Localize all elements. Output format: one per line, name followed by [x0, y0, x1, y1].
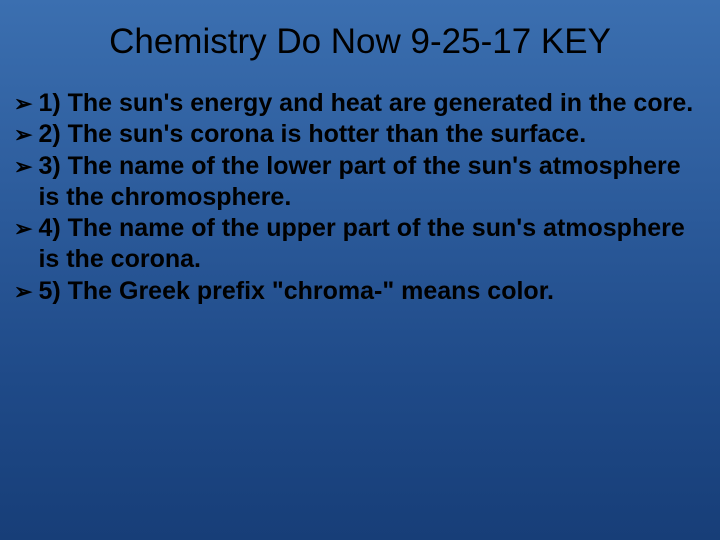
bullet-icon: ➢: [14, 278, 32, 306]
bullet-icon: ➢: [14, 153, 32, 181]
list-item-text: 4) The name of the upper part of the sun…: [38, 213, 700, 276]
slide-title: Chemistry Do Now 9-25-17 KEY: [0, 22, 720, 62]
bullet-icon: ➢: [14, 121, 32, 149]
slide-body: ➢ 1) The sun's energy and heat are gener…: [14, 88, 700, 307]
bullet-icon: ➢: [14, 90, 32, 118]
bullet-icon: ➢: [14, 215, 32, 243]
list-item: ➢ 1) The sun's energy and heat are gener…: [14, 88, 700, 119]
list-item-text: 3) The name of the lower part of the sun…: [38, 151, 700, 214]
list-item: ➢ 2) The sun's corona is hotter than the…: [14, 119, 700, 150]
list-item: ➢ 4) The name of the upper part of the s…: [14, 213, 700, 276]
slide: Chemistry Do Now 9-25-17 KEY ➢ 1) The su…: [0, 0, 720, 540]
list-item-text: 1) The sun's energy and heat are generat…: [38, 88, 693, 119]
list-item-text: 5) The Greek prefix "chroma-" means colo…: [38, 276, 554, 307]
list-item-text: 2) The sun's corona is hotter than the s…: [38, 119, 586, 150]
list-item: ➢ 3) The name of the lower part of the s…: [14, 151, 700, 214]
list-item: ➢ 5) The Greek prefix "chroma-" means co…: [14, 276, 700, 307]
